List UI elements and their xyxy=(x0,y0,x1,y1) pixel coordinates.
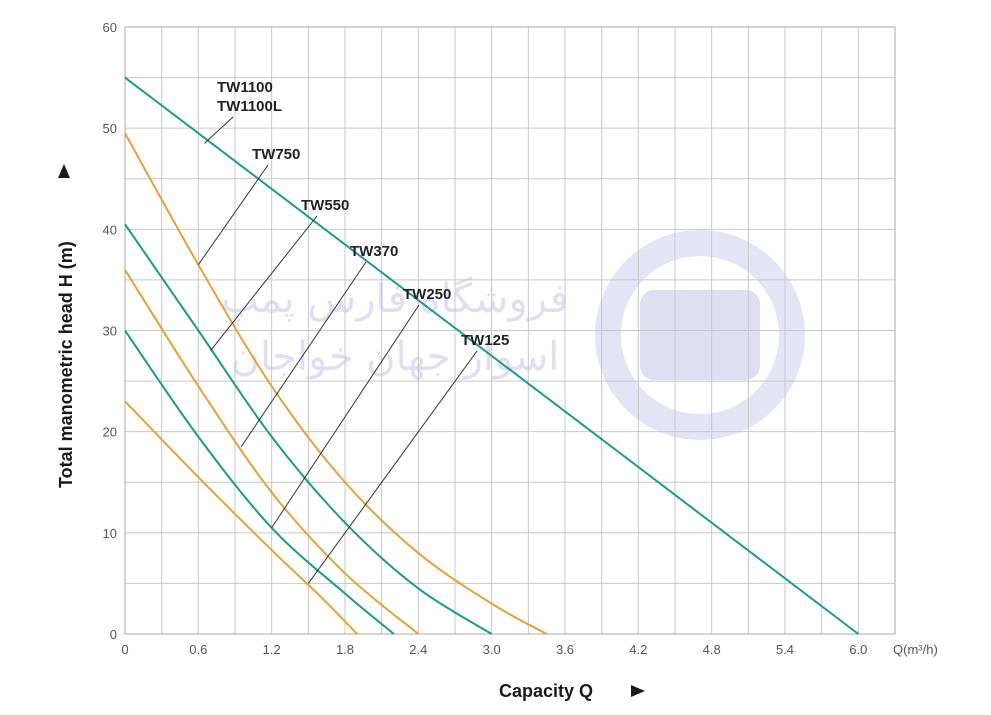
x-tick-label: 0.6 xyxy=(189,642,207,657)
x-axis-arrow-icon xyxy=(631,685,645,697)
grid xyxy=(124,26,896,635)
curve-label-tw370: TW370 xyxy=(350,243,398,260)
curve-label-tw550: TW550 xyxy=(301,197,349,214)
y-tick-label: 30 xyxy=(103,324,117,339)
x-tick-label: 0 xyxy=(121,642,128,657)
x-tick-label: 1.2 xyxy=(263,642,281,657)
leader-line xyxy=(240,261,367,448)
curve-label-tw125: TW125 xyxy=(461,332,509,349)
curve-label-tw250: TW250 xyxy=(403,286,451,303)
y-tick-label: 0 xyxy=(110,627,117,642)
watermark-gear-icon xyxy=(595,230,805,440)
x-tick-label: 6.0 xyxy=(849,642,867,657)
curve-label-tw1100l: TW1100L xyxy=(217,98,282,115)
watermark-pump-icon xyxy=(640,290,760,380)
curve-tw125 xyxy=(124,400,358,635)
leader-line xyxy=(204,116,234,144)
x-tick-label: 3.0 xyxy=(483,642,501,657)
y-tick-label: 60 xyxy=(103,20,117,35)
leader-line xyxy=(210,215,318,352)
curve-tw750 xyxy=(124,132,548,635)
curve-label-tw750: TW750 xyxy=(252,146,300,163)
leader-line xyxy=(197,164,269,266)
curve-labels: TW1100 TW1100L TW750 TW550 TW370 TW250 TW125 xyxy=(197,79,509,584)
axes: 0 0.6 1.2 1.8 2.4 3.0 3.6 4.2 4.8 5.4 6.0 0 10 20 30 40… xyxy=(103,20,868,657)
x-tick-label: 2.4 xyxy=(409,642,427,657)
x-tick-label: 4.8 xyxy=(703,642,721,657)
watermark-logo: فروشگاه فارس پمپ اسوار جهان خواجان xyxy=(221,230,805,440)
curve-tw550 xyxy=(124,223,493,635)
y-tick-label: 40 xyxy=(103,222,117,237)
x-axis-title: Capacity Q xyxy=(499,681,593,701)
y-axis-arrow-icon xyxy=(58,164,70,178)
y-tick-label: 10 xyxy=(103,526,117,541)
x-tick-label: 5.4 xyxy=(776,642,794,657)
x-tick-label: 1.8 xyxy=(336,642,354,657)
leader-line xyxy=(307,350,478,584)
curve-tw250 xyxy=(124,329,395,635)
curve-label-tw1100: TW1100 xyxy=(217,79,273,96)
x-tick-label: 3.6 xyxy=(556,642,574,657)
leader-line xyxy=(271,304,420,529)
curve-tw370 xyxy=(124,269,419,635)
y-tick-label: 20 xyxy=(103,425,117,440)
y-tick-label: 50 xyxy=(103,121,117,136)
y-axis-title: Total manometric head H (m) xyxy=(56,241,76,488)
x-unit-label: Q(m³/h) xyxy=(893,642,938,657)
x-tick-label: 4.2 xyxy=(629,642,647,657)
curves xyxy=(124,76,859,635)
curve-tw1100 xyxy=(124,76,859,635)
